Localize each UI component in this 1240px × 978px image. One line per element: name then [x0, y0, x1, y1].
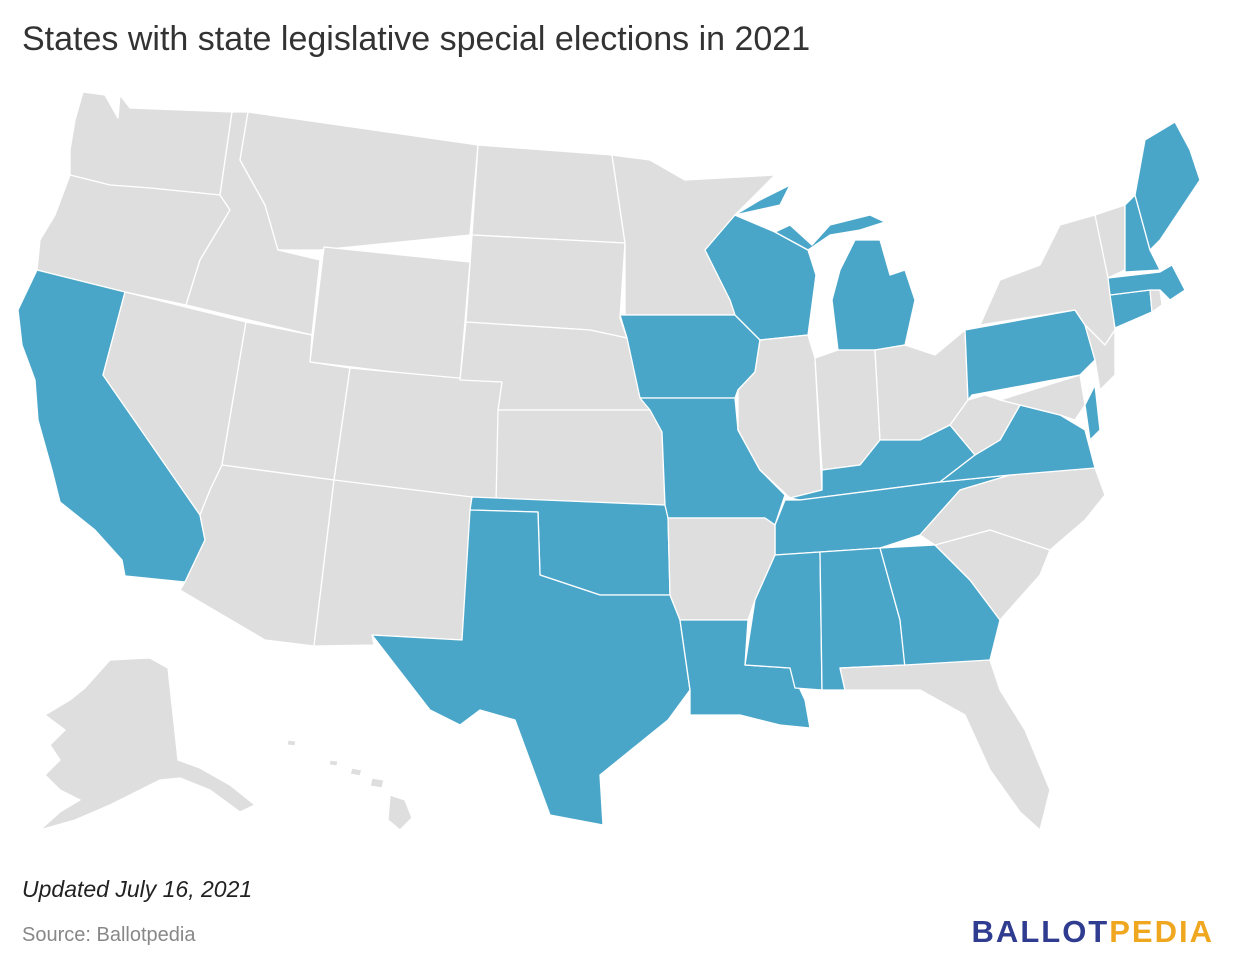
state-new-mexico [313, 479, 473, 647]
state-rhode-island [1149, 289, 1163, 313]
state-connecticut [1109, 289, 1153, 329]
state-wyoming [309, 246, 471, 381]
logo-part-pedia: PEDIA [1109, 914, 1214, 949]
state-new-hampshire [1124, 194, 1161, 273]
state-washington [69, 91, 233, 196]
state-north-carolina [919, 467, 1106, 551]
state-north-dakota [471, 144, 626, 244]
state-delaware [1084, 384, 1101, 441]
updated-date: Updated July 16, 2021 [22, 876, 253, 902]
us-map-svg [17, 91, 1201, 831]
state-south-dakota [465, 234, 628, 339]
state-maine [1134, 121, 1201, 251]
state-michigan-upper [734, 184, 886, 251]
state-alaska [39, 657, 256, 831]
source-note: Source: Ballotpedia [22, 924, 196, 946]
state-texas [371, 509, 691, 826]
state-michigan-lower [831, 239, 916, 351]
ballotpedia-logo: BALLOTPEDIA [972, 914, 1214, 950]
state-hawaii [286, 739, 413, 831]
chart-title: States with state legislative special el… [22, 20, 811, 58]
state-louisiana [679, 619, 811, 729]
state-florida [839, 659, 1051, 831]
logo-part-ballot: BALLOT [971, 914, 1110, 949]
us-map [0, 70, 1240, 850]
state-new-jersey [1084, 324, 1116, 391]
state-iowa [619, 314, 761, 399]
state-illinois [737, 334, 823, 499]
state-montana [239, 111, 479, 251]
state-massachusetts [1107, 264, 1186, 301]
state-maryland [999, 374, 1086, 421]
state-kansas [495, 409, 666, 506]
